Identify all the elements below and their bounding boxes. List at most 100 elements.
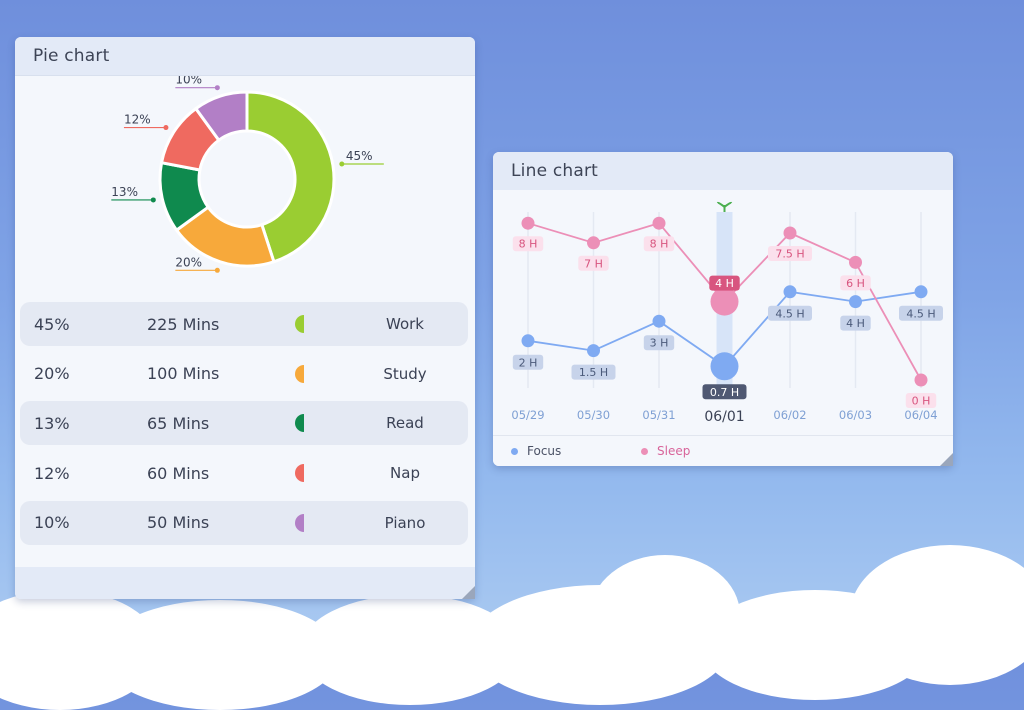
page-curl-corner xyxy=(940,453,953,466)
pie-slice-piano[interactable] xyxy=(193,90,249,143)
point-focus[interactable] xyxy=(783,285,797,299)
line-card-header: Line chart xyxy=(493,152,953,190)
legend-row-piano[interactable]: 10% 50 Mins Piano xyxy=(20,500,468,545)
data-label-focus: 1.5 H xyxy=(579,366,608,379)
data-label-bg xyxy=(709,275,740,291)
row-minutes: 225 Mins xyxy=(147,314,220,334)
row-category: Read xyxy=(386,414,424,433)
row-percent: 12% xyxy=(34,463,70,483)
line-chart: 2 H 1.5 H 3 H 0.7 H 4.5 H 4 H 4.5 H 8 H 7 H 8 H 4 … xyxy=(511,201,943,425)
pie-leader-dot xyxy=(150,197,156,203)
row-category: Nap xyxy=(390,464,420,483)
data-label-bg xyxy=(512,236,544,252)
point-sleep[interactable] xyxy=(587,236,600,250)
line-chart-card: Line chart 2 H 1.5 H 3 H 0.7 H 4.5 H 4 H 4.5 H… xyxy=(493,152,953,466)
row-minutes: 100 Mins xyxy=(147,364,220,384)
x-tick-label: 06/02 xyxy=(773,408,806,422)
pie-card-title: Pie chart xyxy=(33,46,110,66)
data-label-focus: 3 H xyxy=(650,337,669,350)
legend-row-study[interactable]: 20% 100 Mins Study xyxy=(20,352,468,396)
data-label-sleep: 7.5 H xyxy=(775,248,804,261)
data-label-bg xyxy=(578,255,609,271)
data-label-bg xyxy=(512,354,544,370)
x-tick-label: 06/04 xyxy=(904,408,937,422)
data-label-bg xyxy=(571,364,616,380)
pie-leader-dot xyxy=(214,267,220,273)
x-tick-label: 06/01 xyxy=(704,409,744,425)
data-label-focus: 4.5 H xyxy=(775,307,804,320)
half-circle-icon xyxy=(295,513,304,532)
pie-label-piano: 10% xyxy=(175,76,202,87)
data-label-bg xyxy=(768,305,812,321)
row-category: Study xyxy=(383,364,427,383)
data-label-bg xyxy=(643,236,675,252)
point-sleep[interactable] xyxy=(914,373,928,387)
point-focus[interactable] xyxy=(849,295,862,309)
data-label-focus: 4 H xyxy=(846,317,865,330)
data-label-bg xyxy=(899,305,943,321)
data-label-bg xyxy=(840,275,871,291)
point-sleep[interactable] xyxy=(849,255,862,269)
data-label-sleep: 8 H xyxy=(650,238,669,251)
pie-leader-dot xyxy=(163,125,169,131)
point-focus[interactable] xyxy=(914,285,928,299)
data-label-sleep: 7 H xyxy=(584,257,603,270)
pie-leader-dot xyxy=(214,85,220,91)
pie-card-header: Pie chart xyxy=(15,37,475,76)
x-tick-label: 06/03 xyxy=(839,408,872,422)
pie-slice-work[interactable] xyxy=(245,90,336,264)
legend-dot-focus xyxy=(511,447,518,455)
point-focus[interactable] xyxy=(710,352,739,381)
sprout-icon xyxy=(716,201,733,212)
point-sleep[interactable] xyxy=(652,216,666,230)
point-focus[interactable] xyxy=(652,314,666,328)
pie-label-work: 45% xyxy=(346,149,373,163)
point-focus[interactable] xyxy=(587,344,600,358)
data-label-bg xyxy=(905,393,937,408)
legend-label-sleep: Sleep xyxy=(657,444,691,458)
pie-chart-card: Pie chart 45% 20% 13% 12% 10% 45% 225 Mins Wor… xyxy=(15,37,475,599)
x-tick-label: 05/30 xyxy=(577,408,610,422)
data-label-sleep: 4 H xyxy=(715,277,734,290)
line-chart-legend: Focus Sleep xyxy=(493,435,953,466)
legend-row-read[interactable]: 13% 65 Mins Read xyxy=(20,401,468,446)
half-circle-icon xyxy=(295,315,304,333)
data-label-bg xyxy=(840,315,871,331)
half-circle-icon xyxy=(295,364,304,383)
pie-label-study: 20% xyxy=(175,255,202,269)
line-card-title: Line chart xyxy=(511,161,599,181)
pie-label-nap: 12% xyxy=(124,113,151,127)
half-circle-icon xyxy=(295,414,304,433)
row-percent: 45% xyxy=(34,314,70,334)
row-percent: 13% xyxy=(34,413,70,433)
point-sleep[interactable] xyxy=(521,216,535,230)
legend-dot-sleep xyxy=(641,447,648,455)
legend-item-sleep[interactable]: Sleep xyxy=(641,444,690,458)
row-category: Work xyxy=(386,315,424,333)
donut-chart: 45% 20% 13% 12% 10% xyxy=(111,76,384,273)
x-tick-label: 05/29 xyxy=(511,408,544,422)
data-label-sleep: 0 H xyxy=(912,395,931,408)
data-label-focus: 0.7 H xyxy=(710,386,739,399)
pie-leader-dot xyxy=(339,161,345,167)
point-sleep[interactable] xyxy=(783,226,797,240)
row-minutes: 60 Mins xyxy=(147,463,210,483)
row-minutes: 50 Mins xyxy=(147,513,210,533)
legend-item-focus[interactable]: Focus xyxy=(511,444,561,458)
point-focus[interactable] xyxy=(521,334,535,348)
data-label-bg xyxy=(768,246,812,261)
point-sleep[interactable] xyxy=(710,287,739,316)
half-circle-icon xyxy=(295,464,304,483)
data-label-focus: 2 H xyxy=(519,356,538,369)
legend-row-work[interactable]: 45% 225 Mins Work xyxy=(20,302,468,346)
legend-row-nap[interactable]: 12% 60 Mins Nap xyxy=(20,451,468,495)
row-category: Piano xyxy=(384,513,426,532)
row-percent: 10% xyxy=(34,513,70,533)
data-label-focus: 4.5 H xyxy=(906,307,935,320)
data-label-bg xyxy=(643,335,675,351)
data-label-bg xyxy=(702,384,747,400)
x-tick-label: 05/31 xyxy=(642,408,675,422)
page-curl-corner xyxy=(462,586,475,599)
pie-card-footer xyxy=(15,567,475,599)
row-percent: 20% xyxy=(34,364,70,384)
